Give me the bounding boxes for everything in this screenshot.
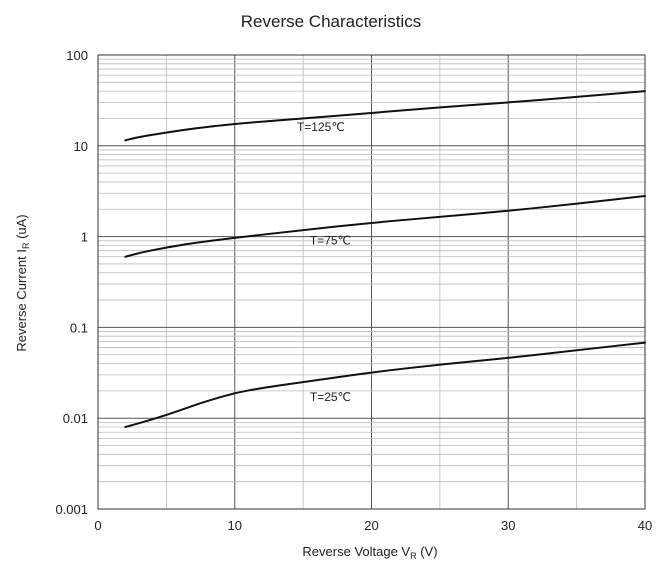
plot-frame bbox=[97, 54, 646, 510]
x-tick-label: 20 bbox=[364, 518, 378, 533]
y-tick-label: 100 bbox=[66, 48, 88, 63]
y-tick-label: 0.01 bbox=[63, 411, 88, 426]
series-lines bbox=[124, 90, 646, 428]
x-tick-label: 30 bbox=[501, 518, 515, 533]
x-tick-label: 0 bbox=[94, 518, 101, 533]
series-line bbox=[124, 341, 646, 428]
x-axis-label: Reverse Voltage VR (V) bbox=[302, 544, 437, 561]
y-tick-labels: 0.001 0.01 0.1 1 10 100 bbox=[55, 48, 88, 517]
chart-title: Reverse Characteristics bbox=[241, 12, 421, 31]
x-tick-label: 10 bbox=[228, 518, 242, 533]
y-tick-label: 0.1 bbox=[70, 320, 88, 335]
y-axis-label: Reverse Current IR (uA) bbox=[14, 214, 31, 351]
x-tick-label: 40 bbox=[638, 518, 652, 533]
y-tick-label: 0.001 bbox=[55, 502, 88, 517]
series-label: T=125℃ bbox=[297, 120, 345, 134]
y-tick-label: 1 bbox=[81, 230, 88, 245]
series-line bbox=[124, 194, 646, 258]
series-line bbox=[124, 90, 646, 142]
series-labels: T=125℃ T=75℃ T=25℃ bbox=[297, 120, 351, 404]
y-tick-label: 10 bbox=[74, 139, 88, 154]
x-tick-labels: 0 10 20 30 40 bbox=[94, 518, 652, 533]
grid bbox=[97, 55, 646, 510]
series-label: T=75℃ bbox=[310, 233, 351, 247]
series-label: T=25℃ bbox=[310, 390, 351, 404]
